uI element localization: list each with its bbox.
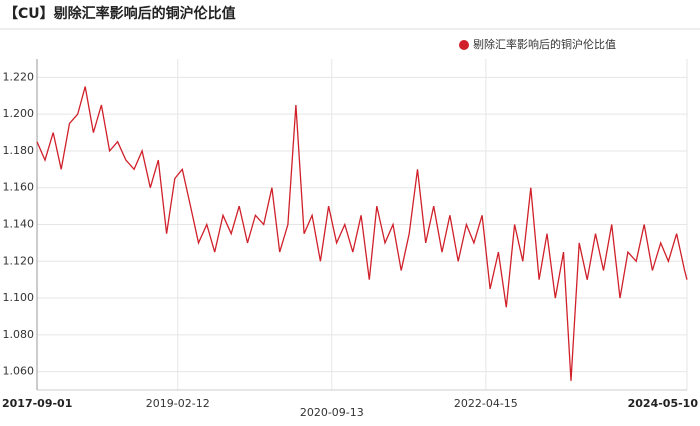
legend-marker — [459, 40, 469, 50]
y-tick-label: 1.140 — [3, 218, 35, 231]
y-tick-label: 1.200 — [3, 107, 35, 120]
y-tick-label: 1.180 — [3, 144, 35, 157]
y-tick-label: 1.080 — [3, 328, 35, 341]
data-line — [36, 86, 688, 381]
legend-label: 剔除汇率影响后的铜沪伦比值 — [473, 37, 616, 51]
y-tick-label: 1.160 — [3, 181, 35, 194]
x-tick-label: 2017-09-01 — [2, 397, 72, 410]
y-tick-label: 1.100 — [3, 291, 35, 304]
y-tick-label: 1.220 — [3, 70, 35, 83]
y-tick-label: 1.060 — [3, 365, 35, 378]
x-tick-label: 2019-02-12 — [146, 397, 210, 410]
chart-title: 【CU】剔除汇率影响后的铜沪伦比值 — [4, 5, 236, 22]
x-tick-label: 2022-04-15 — [454, 397, 518, 410]
y-tick-label: 1.120 — [3, 254, 35, 267]
x-tick-label: 2024-05-10 — [628, 397, 699, 410]
x-tick-label: 2020-09-13 — [300, 406, 364, 419]
